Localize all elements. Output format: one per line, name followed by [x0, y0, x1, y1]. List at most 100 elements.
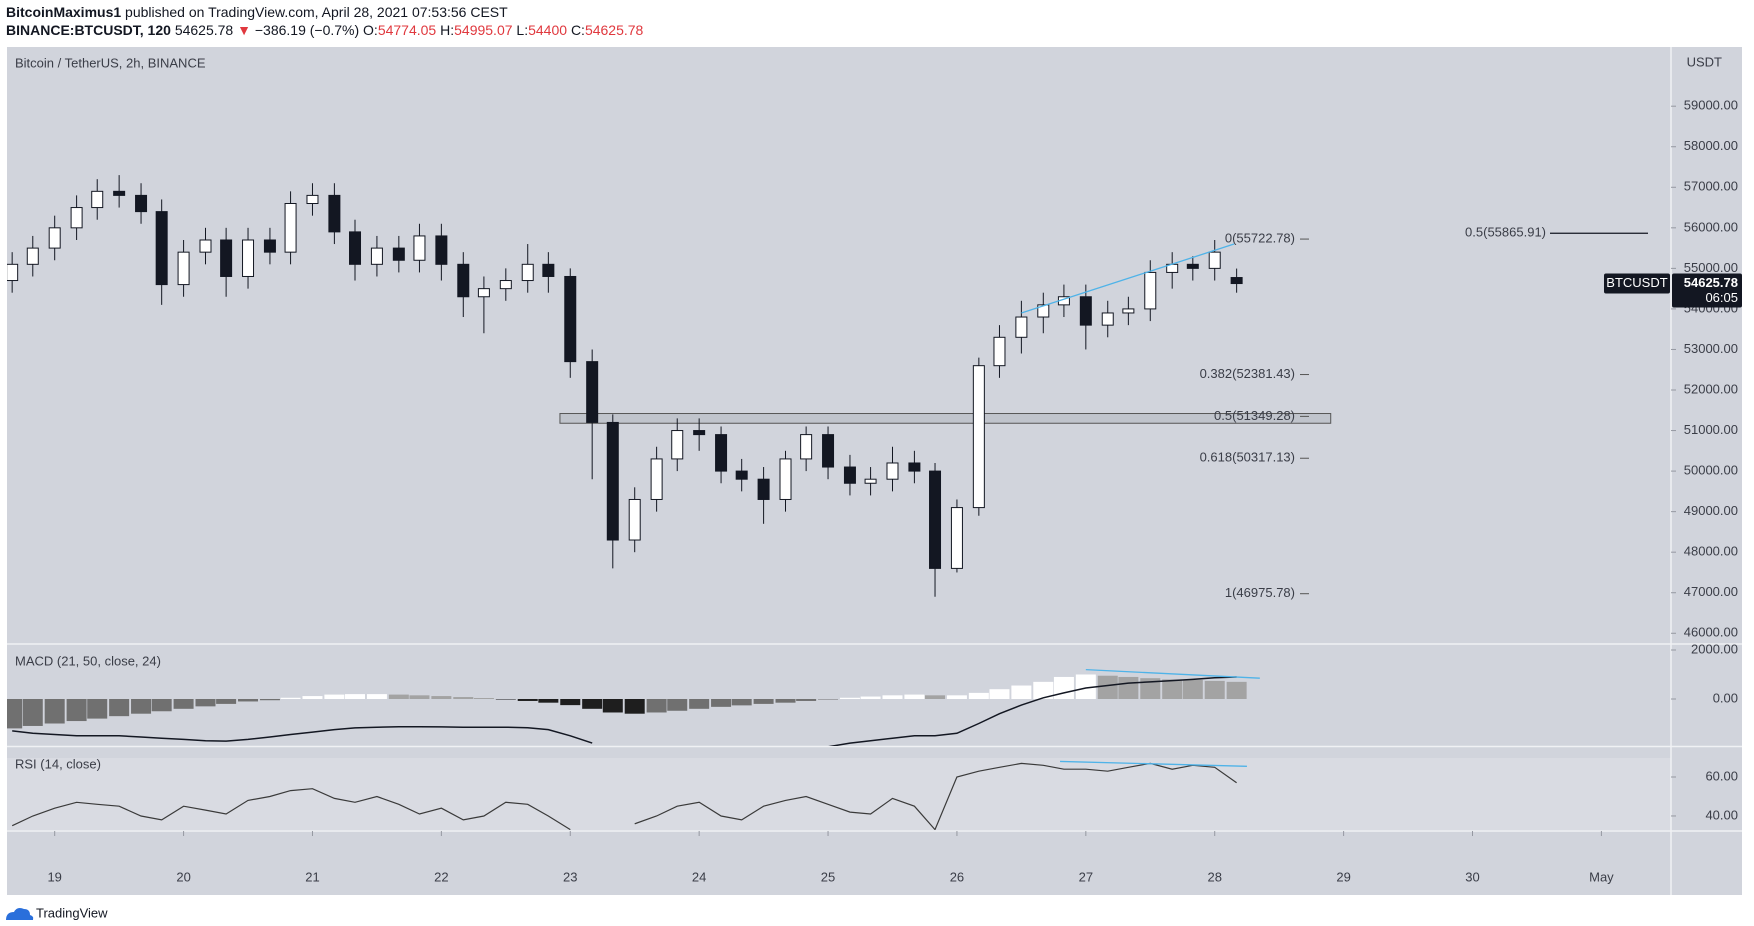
target-label: 0.5(55865.91) — [1465, 225, 1546, 240]
header-line-1: BitcoinMaximus1 published on TradingView… — [6, 3, 643, 21]
histogram-bar — [388, 694, 409, 700]
rsi-line — [11, 762, 1237, 830]
x-tick-label: 27 — [1079, 869, 1093, 884]
candle-body — [70, 207, 83, 229]
candle-body — [1186, 263, 1199, 269]
histogram-bar — [151, 699, 172, 712]
histogram-bar — [860, 696, 881, 700]
candle-body — [843, 466, 856, 484]
unit: USDT — [1687, 54, 1722, 69]
candle-body — [950, 507, 963, 569]
rsi-pane — [11, 760, 1247, 830]
y-tick-label: 48000.00 — [1684, 544, 1738, 559]
histogram-bar — [302, 696, 323, 700]
candle-body — [993, 336, 1006, 367]
histogram-bar — [689, 699, 710, 709]
x-tick-label: 25 — [821, 869, 835, 884]
y-tick-label: 47000.00 — [1684, 584, 1738, 599]
candle-body — [155, 211, 168, 286]
fib-label: 1(46975.78) — [1225, 585, 1295, 600]
candle-body — [1037, 304, 1050, 318]
histogram-bar — [431, 696, 452, 700]
o-value: 54774.05 — [377, 22, 437, 38]
candle-body — [435, 235, 448, 265]
histogram-bar — [946, 695, 967, 700]
histogram-bar — [602, 699, 623, 713]
rsi-band — [7, 758, 1671, 830]
candle-body — [392, 247, 405, 261]
c-label: C: — [570, 22, 585, 38]
candle-body — [864, 478, 877, 484]
macd-title: MACD (21, 50, close, 24) — [15, 653, 161, 668]
change: −386.19 (−0.7%) — [254, 22, 360, 38]
candle-body — [1230, 277, 1243, 285]
x-tick-label: 30 — [1465, 869, 1479, 884]
main-pane — [7, 175, 1332, 597]
h-label: H: — [440, 22, 455, 38]
price-label: 54625.78 — [1684, 275, 1738, 290]
candle-body — [199, 239, 212, 253]
y-tick-label: 52000.00 — [1684, 381, 1738, 396]
histogram-bar — [538, 699, 559, 703]
symbol: BINANCE:BTCUSDT, 120 — [6, 22, 171, 38]
histogram-bar — [216, 699, 237, 704]
histogram-bar — [1162, 679, 1183, 700]
zone — [559, 413, 1332, 424]
histogram-bar — [1033, 681, 1054, 700]
candle-body — [1122, 308, 1135, 314]
candle-body — [1079, 296, 1092, 326]
down-arrow: ▼ — [237, 22, 251, 38]
y-tick-label: 40.00 — [1705, 807, 1738, 822]
histogram-bar — [1097, 675, 1118, 700]
histogram-bar — [882, 695, 903, 700]
histogram-bar — [925, 695, 946, 700]
candle-body — [606, 421, 619, 541]
histogram-bar — [968, 692, 989, 700]
x-tick-label: 28 — [1207, 869, 1221, 884]
rsi-title: RSI (14, close) — [15, 756, 101, 771]
candle-body — [477, 288, 490, 298]
candle-body — [26, 247, 39, 265]
candle-body — [886, 462, 899, 480]
histogram-bar — [473, 698, 494, 700]
candle-body — [693, 430, 706, 436]
candle-body — [1208, 251, 1221, 269]
candle-body — [113, 190, 126, 196]
fib-label: 0.5(51349.28) — [1214, 408, 1295, 423]
logo: TradingView — [6, 905, 108, 920]
macd-pane — [7, 668, 1260, 746]
fib-label: 0.382(52381.43) — [1200, 366, 1295, 381]
candle-body — [135, 194, 148, 213]
histogram-bar — [453, 697, 474, 700]
histogram-bar — [753, 699, 774, 704]
candle-body — [586, 361, 599, 423]
axes: 46000.00 47000.00 48000.00 49000.00 50000.00… — [47, 98, 1742, 884]
y-tick-label: 60.00 — [1705, 768, 1738, 783]
trend-line — [1021, 243, 1235, 314]
candle-body — [349, 231, 362, 265]
candle-body — [370, 247, 383, 265]
histogram-bar — [131, 699, 152, 714]
candle-body — [1015, 316, 1028, 338]
histogram-bar — [324, 694, 345, 700]
fib-label: 0.618(50317.13) — [1200, 450, 1295, 465]
candle-body — [650, 458, 663, 500]
symbol-badge — [1604, 273, 1670, 294]
symbol-label: BTCUSDT — [1606, 275, 1667, 290]
candle-body — [542, 263, 555, 277]
histogram-bar — [1075, 674, 1096, 700]
candle-body — [413, 235, 426, 261]
last: 54625.78 — [174, 22, 234, 38]
x-tick-label: 22 — [434, 869, 448, 884]
histogram-bar — [775, 699, 796, 703]
candle-body — [306, 194, 319, 205]
candle-body — [757, 478, 770, 500]
y-tick-label: 0.00 — [1713, 690, 1738, 705]
histogram-bar — [646, 699, 667, 713]
y-tick-label: 46000.00 — [1684, 625, 1738, 640]
histogram-bar — [1226, 681, 1247, 700]
x-tick-label: 26 — [950, 869, 964, 884]
candle-body — [499, 280, 512, 290]
